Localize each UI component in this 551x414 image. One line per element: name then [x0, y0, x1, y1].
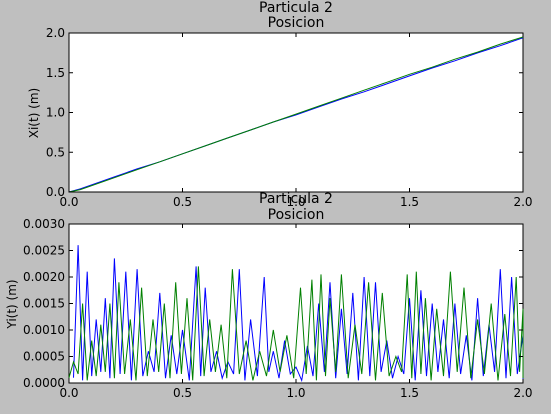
x-tick-label: 0.5: [173, 195, 192, 209]
subplot-top: Particula 2 Posicion 0.0 0.5 1.0 1.5 2.00.00…: [27, 0, 533, 209]
axis-ticks: 0.0 0.5 1.0 1.5 2.0 0.0000 0.0005 0.0010 0.0015 0…: [23, 217, 533, 400]
y-tick-label: 0.0020: [23, 270, 65, 284]
subplot-bottom: Particula 2 Posicion 0.0 0.5 1.0 1.5 2.00.00…: [5, 191, 533, 400]
y-tick-label: 0.0025: [23, 244, 65, 258]
x-tick-label: 2.0: [513, 386, 532, 400]
y-tick-label: 0.5: [46, 145, 65, 159]
y-tick-label: 0.0: [46, 185, 65, 199]
y-tick-label: 0.0000: [23, 376, 65, 390]
x-tick-label: 1.5: [400, 195, 419, 209]
series-lines: [68, 36, 524, 193]
y-tick-label: 1.5: [46, 66, 65, 80]
y-axis-label: Yi(t) (m): [5, 279, 19, 329]
y-axis-label: Xi(t) (m): [27, 88, 41, 139]
y-tick-label: 0.0010: [23, 323, 65, 337]
x-tick-label: 1.0: [286, 195, 305, 209]
series-lines: [68, 245, 524, 383]
y-tick-label: 0.0030: [23, 217, 65, 231]
x-tick-label: 1.0: [286, 386, 305, 400]
plot-area: [68, 32, 524, 193]
x-tick-label: 0.0: [59, 195, 78, 209]
chart-subtitle: Posicion: [268, 15, 325, 31]
x-tick-label: 2.0: [513, 195, 532, 209]
series-line-1: [68, 266, 524, 381]
chart-title: Particula 2: [259, 191, 333, 207]
series-line-1: [68, 36, 524, 193]
axis-ticks: 0.0 0.5 1.0 1.5 2.0 0.0 0.5 1.0 1.5 2.0: [46, 26, 533, 209]
x-tick-label: 0.0: [59, 386, 78, 400]
y-tick-label: 1.0: [46, 106, 65, 120]
y-tick-label: 0.0015: [23, 297, 65, 311]
x-tick-label: 0.5: [173, 386, 192, 400]
chart-subtitle: Posicion: [268, 207, 325, 223]
chart-title: Particula 2: [259, 0, 333, 16]
y-tick-label: 0.0005: [23, 350, 65, 364]
y-tick-label: 2.0: [46, 26, 65, 40]
series-line-0: [73, 245, 524, 383]
x-tick-label: 1.5: [400, 386, 419, 400]
